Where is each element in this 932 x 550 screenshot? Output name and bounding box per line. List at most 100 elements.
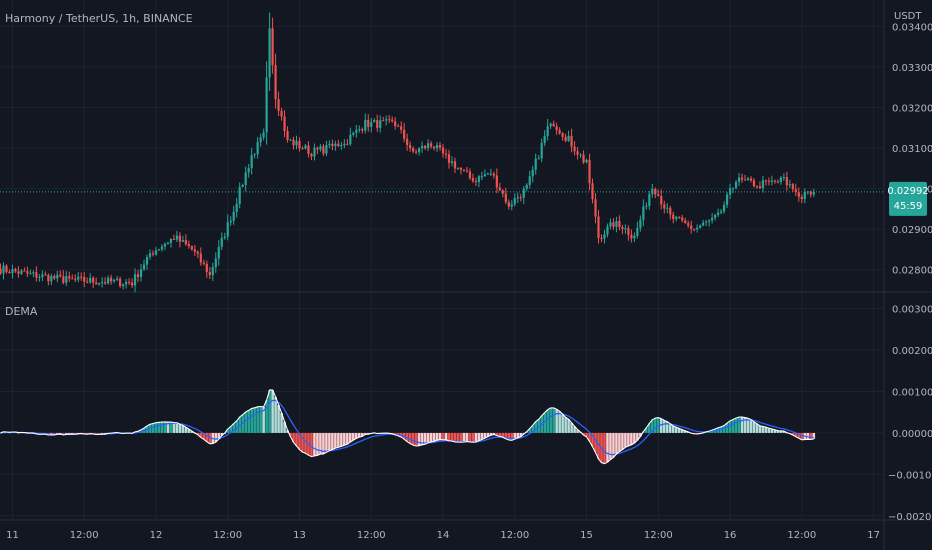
histogram-bar[interactable] xyxy=(331,432,334,450)
candle-body[interactable] xyxy=(627,228,630,235)
histogram-bar[interactable] xyxy=(486,432,490,437)
histogram-bar[interactable] xyxy=(178,424,182,433)
candle-body[interactable] xyxy=(370,121,373,127)
histogram-bar[interactable] xyxy=(471,432,475,443)
histogram-bar[interactable] xyxy=(501,432,505,438)
indicator-label[interactable]: DEMA xyxy=(5,305,38,318)
chart-title[interactable]: Harmony / TetherUS, 1h, BINANCE xyxy=(5,12,193,25)
candle-body[interactable] xyxy=(373,120,376,122)
candle-body[interactable] xyxy=(450,161,454,163)
histogram-bar[interactable] xyxy=(552,407,555,433)
histogram-bar[interactable] xyxy=(429,432,433,442)
histogram-bar[interactable] xyxy=(812,432,816,439)
candle-body[interactable] xyxy=(205,263,208,272)
histogram-bar[interactable] xyxy=(633,432,636,444)
histogram-bar[interactable] xyxy=(603,432,606,464)
histogram-bar[interactable] xyxy=(576,429,579,433)
candle-body[interactable] xyxy=(648,194,651,206)
histogram-bar[interactable] xyxy=(414,432,418,446)
histogram-bar[interactable] xyxy=(800,432,804,440)
candle-body[interactable] xyxy=(749,178,753,181)
candle-body[interactable] xyxy=(358,129,361,131)
histogram-bar[interactable] xyxy=(725,423,729,433)
candle-body[interactable] xyxy=(148,253,152,257)
candle-body[interactable] xyxy=(426,143,430,149)
histogram-bar[interactable] xyxy=(366,432,370,435)
candle-body[interactable] xyxy=(262,132,265,138)
histogram-bar[interactable] xyxy=(295,432,298,446)
candle-body[interactable] xyxy=(340,145,343,147)
histogram-bar[interactable] xyxy=(187,429,191,433)
histogram-bar[interactable] xyxy=(480,432,484,440)
histogram-bar[interactable] xyxy=(313,432,316,456)
candle-body[interactable] xyxy=(157,249,161,251)
candle-body[interactable] xyxy=(746,178,750,180)
candle-body[interactable] xyxy=(657,194,660,197)
candle-body[interactable] xyxy=(486,173,489,175)
candle-body[interactable] xyxy=(2,265,5,274)
histogram-bar[interactable] xyxy=(728,420,732,433)
candle-body[interactable] xyxy=(809,191,812,195)
candle-body[interactable] xyxy=(346,143,349,145)
candle-body[interactable] xyxy=(238,186,241,204)
candle-body[interactable] xyxy=(196,251,199,254)
candle-body[interactable] xyxy=(471,178,475,181)
histogram-bar[interactable] xyxy=(776,430,780,433)
histogram-bar[interactable] xyxy=(731,419,735,433)
histogram-bar[interactable] xyxy=(662,420,666,433)
candle-body[interactable] xyxy=(438,145,442,148)
histogram-bar[interactable] xyxy=(743,417,747,433)
candle-body[interactable] xyxy=(785,177,788,186)
candle-body[interactable] xyxy=(247,168,250,173)
candle-body[interactable] xyxy=(193,249,196,252)
histogram-bar[interactable] xyxy=(504,432,508,439)
histogram-bar[interactable] xyxy=(546,409,549,433)
histogram-bar[interactable] xyxy=(645,427,648,433)
candle-body[interactable] xyxy=(675,216,678,220)
candle-body[interactable] xyxy=(714,215,717,218)
candle-body[interactable] xyxy=(310,153,313,157)
histogram-bar[interactable] xyxy=(256,406,259,433)
candle-body[interactable] xyxy=(528,176,531,185)
candle-body[interactable] xyxy=(47,275,50,282)
histogram-bar[interactable] xyxy=(292,432,295,443)
candle-body[interactable] xyxy=(501,190,504,194)
candle-body[interactable] xyxy=(217,246,220,259)
histogram-bar[interactable] xyxy=(172,422,176,433)
candle-body[interactable] xyxy=(229,220,232,223)
histogram-bar[interactable] xyxy=(621,432,624,450)
candle-body[interactable] xyxy=(447,154,451,163)
histogram-bar[interactable] xyxy=(609,432,612,460)
histogram-bar[interactable] xyxy=(564,417,567,433)
candles[interactable] xyxy=(0,12,815,293)
candle-body[interactable] xyxy=(639,219,642,228)
histogram-bar[interactable] xyxy=(465,432,469,442)
histogram-bar[interactable] xyxy=(459,432,463,443)
candle-body[interactable] xyxy=(480,176,483,178)
candle-body[interactable] xyxy=(113,279,116,282)
histogram-bar[interactable] xyxy=(764,427,768,433)
candle-body[interactable] xyxy=(83,276,86,282)
candle-body[interactable] xyxy=(307,145,310,154)
histogram-bar[interactable] xyxy=(534,421,538,433)
candle-body[interactable] xyxy=(537,158,540,160)
candle-body[interactable] xyxy=(540,143,543,159)
candle-body[interactable] xyxy=(253,154,256,156)
candle-body[interactable] xyxy=(313,147,316,157)
candle-body[interactable] xyxy=(432,146,436,149)
histogram-bar[interactable] xyxy=(349,432,352,443)
candle-body[interactable] xyxy=(767,180,771,182)
candle-body[interactable] xyxy=(133,274,137,286)
candle-body[interactable] xyxy=(412,148,415,152)
candle-body[interactable] xyxy=(687,223,690,226)
candle-body[interactable] xyxy=(20,270,23,274)
candle-body[interactable] xyxy=(119,278,122,287)
histogram-bar[interactable] xyxy=(447,432,451,441)
candle-body[interactable] xyxy=(23,270,26,272)
candle-body[interactable] xyxy=(181,240,184,242)
candle-body[interactable] xyxy=(779,177,782,182)
histogram-bar[interactable] xyxy=(325,432,328,453)
histogram-bar[interactable] xyxy=(561,414,564,433)
candle-body[interactable] xyxy=(385,119,388,121)
candle-body[interactable] xyxy=(364,119,367,131)
